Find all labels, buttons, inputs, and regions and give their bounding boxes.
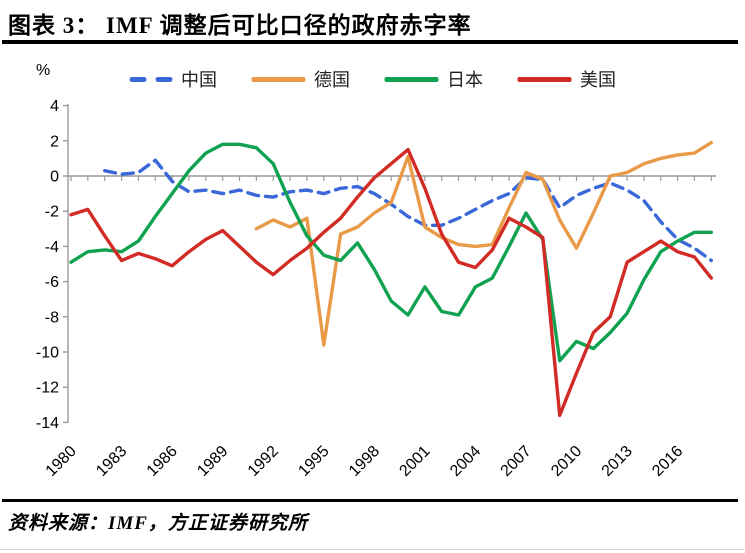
chart-legend: 中国 德国 日本 美国 [129, 66, 616, 92]
legend-label-germany: 德国 [314, 70, 350, 90]
series-line-china [103, 158, 713, 263]
y-tick-label: 2 [50, 133, 59, 150]
x-tick-label: 2004 [447, 443, 484, 480]
x-tick-label: 1989 [194, 443, 231, 480]
china-dashed-line-swatch [129, 76, 172, 82]
y-tick-label: -14 [36, 415, 59, 432]
series-line-us [69, 147, 713, 418]
x-tick-label: 1980 [43, 443, 80, 480]
y-tick-label: -2 [45, 204, 59, 221]
x-tick-label: 2007 [498, 443, 535, 480]
legend-label-us: 美国 [580, 70, 616, 90]
page-bottom-edge [0, 549, 745, 550]
x-tick-label: 1986 [144, 443, 181, 480]
x-tick-label: 2010 [548, 443, 585, 480]
y-tick-label: -6 [45, 274, 59, 291]
legend-item-china: 中国 [129, 66, 217, 92]
x-tick-label: 1983 [93, 443, 130, 480]
legend-item-japan: 日本 [384, 66, 483, 92]
germany-line-swatch [251, 76, 305, 82]
x-tick-label: 1995 [295, 443, 332, 480]
us-line-swatch [517, 76, 571, 82]
y-tick-label: -12 [36, 380, 59, 397]
y-tick-label: 0 [50, 169, 59, 186]
legend-item-us: 美国 [517, 66, 616, 92]
japan-line-swatch [384, 76, 438, 82]
source-note: 资料来源：IMF，方正证券研究所 [8, 513, 308, 534]
page-title: 图表 3： IMF 调整后可比口径的政府赤字率 [8, 13, 472, 38]
x-tick-label: 2001 [396, 443, 433, 480]
x-tick-label: 2013 [599, 443, 636, 480]
legend-label-japan: 日本 [447, 70, 483, 90]
x-tick-label: 1992 [245, 443, 282, 480]
y-axis-unit-label: % [36, 62, 51, 79]
legend-label-china: 中国 [181, 70, 217, 90]
x-tick-label: 2016 [649, 443, 686, 480]
series-line-germany [254, 140, 713, 347]
x-tick-label: 1998 [346, 443, 383, 480]
y-tick-label: -4 [45, 239, 59, 256]
series-line-japan [69, 142, 713, 363]
legend-item-germany: 德国 [251, 66, 350, 92]
y-tick-label: -8 [45, 309, 59, 326]
y-tick-label: 4 [50, 98, 59, 115]
title-divider [2, 40, 738, 44]
y-tick-label: -10 [36, 345, 59, 362]
source-divider [2, 499, 738, 502]
